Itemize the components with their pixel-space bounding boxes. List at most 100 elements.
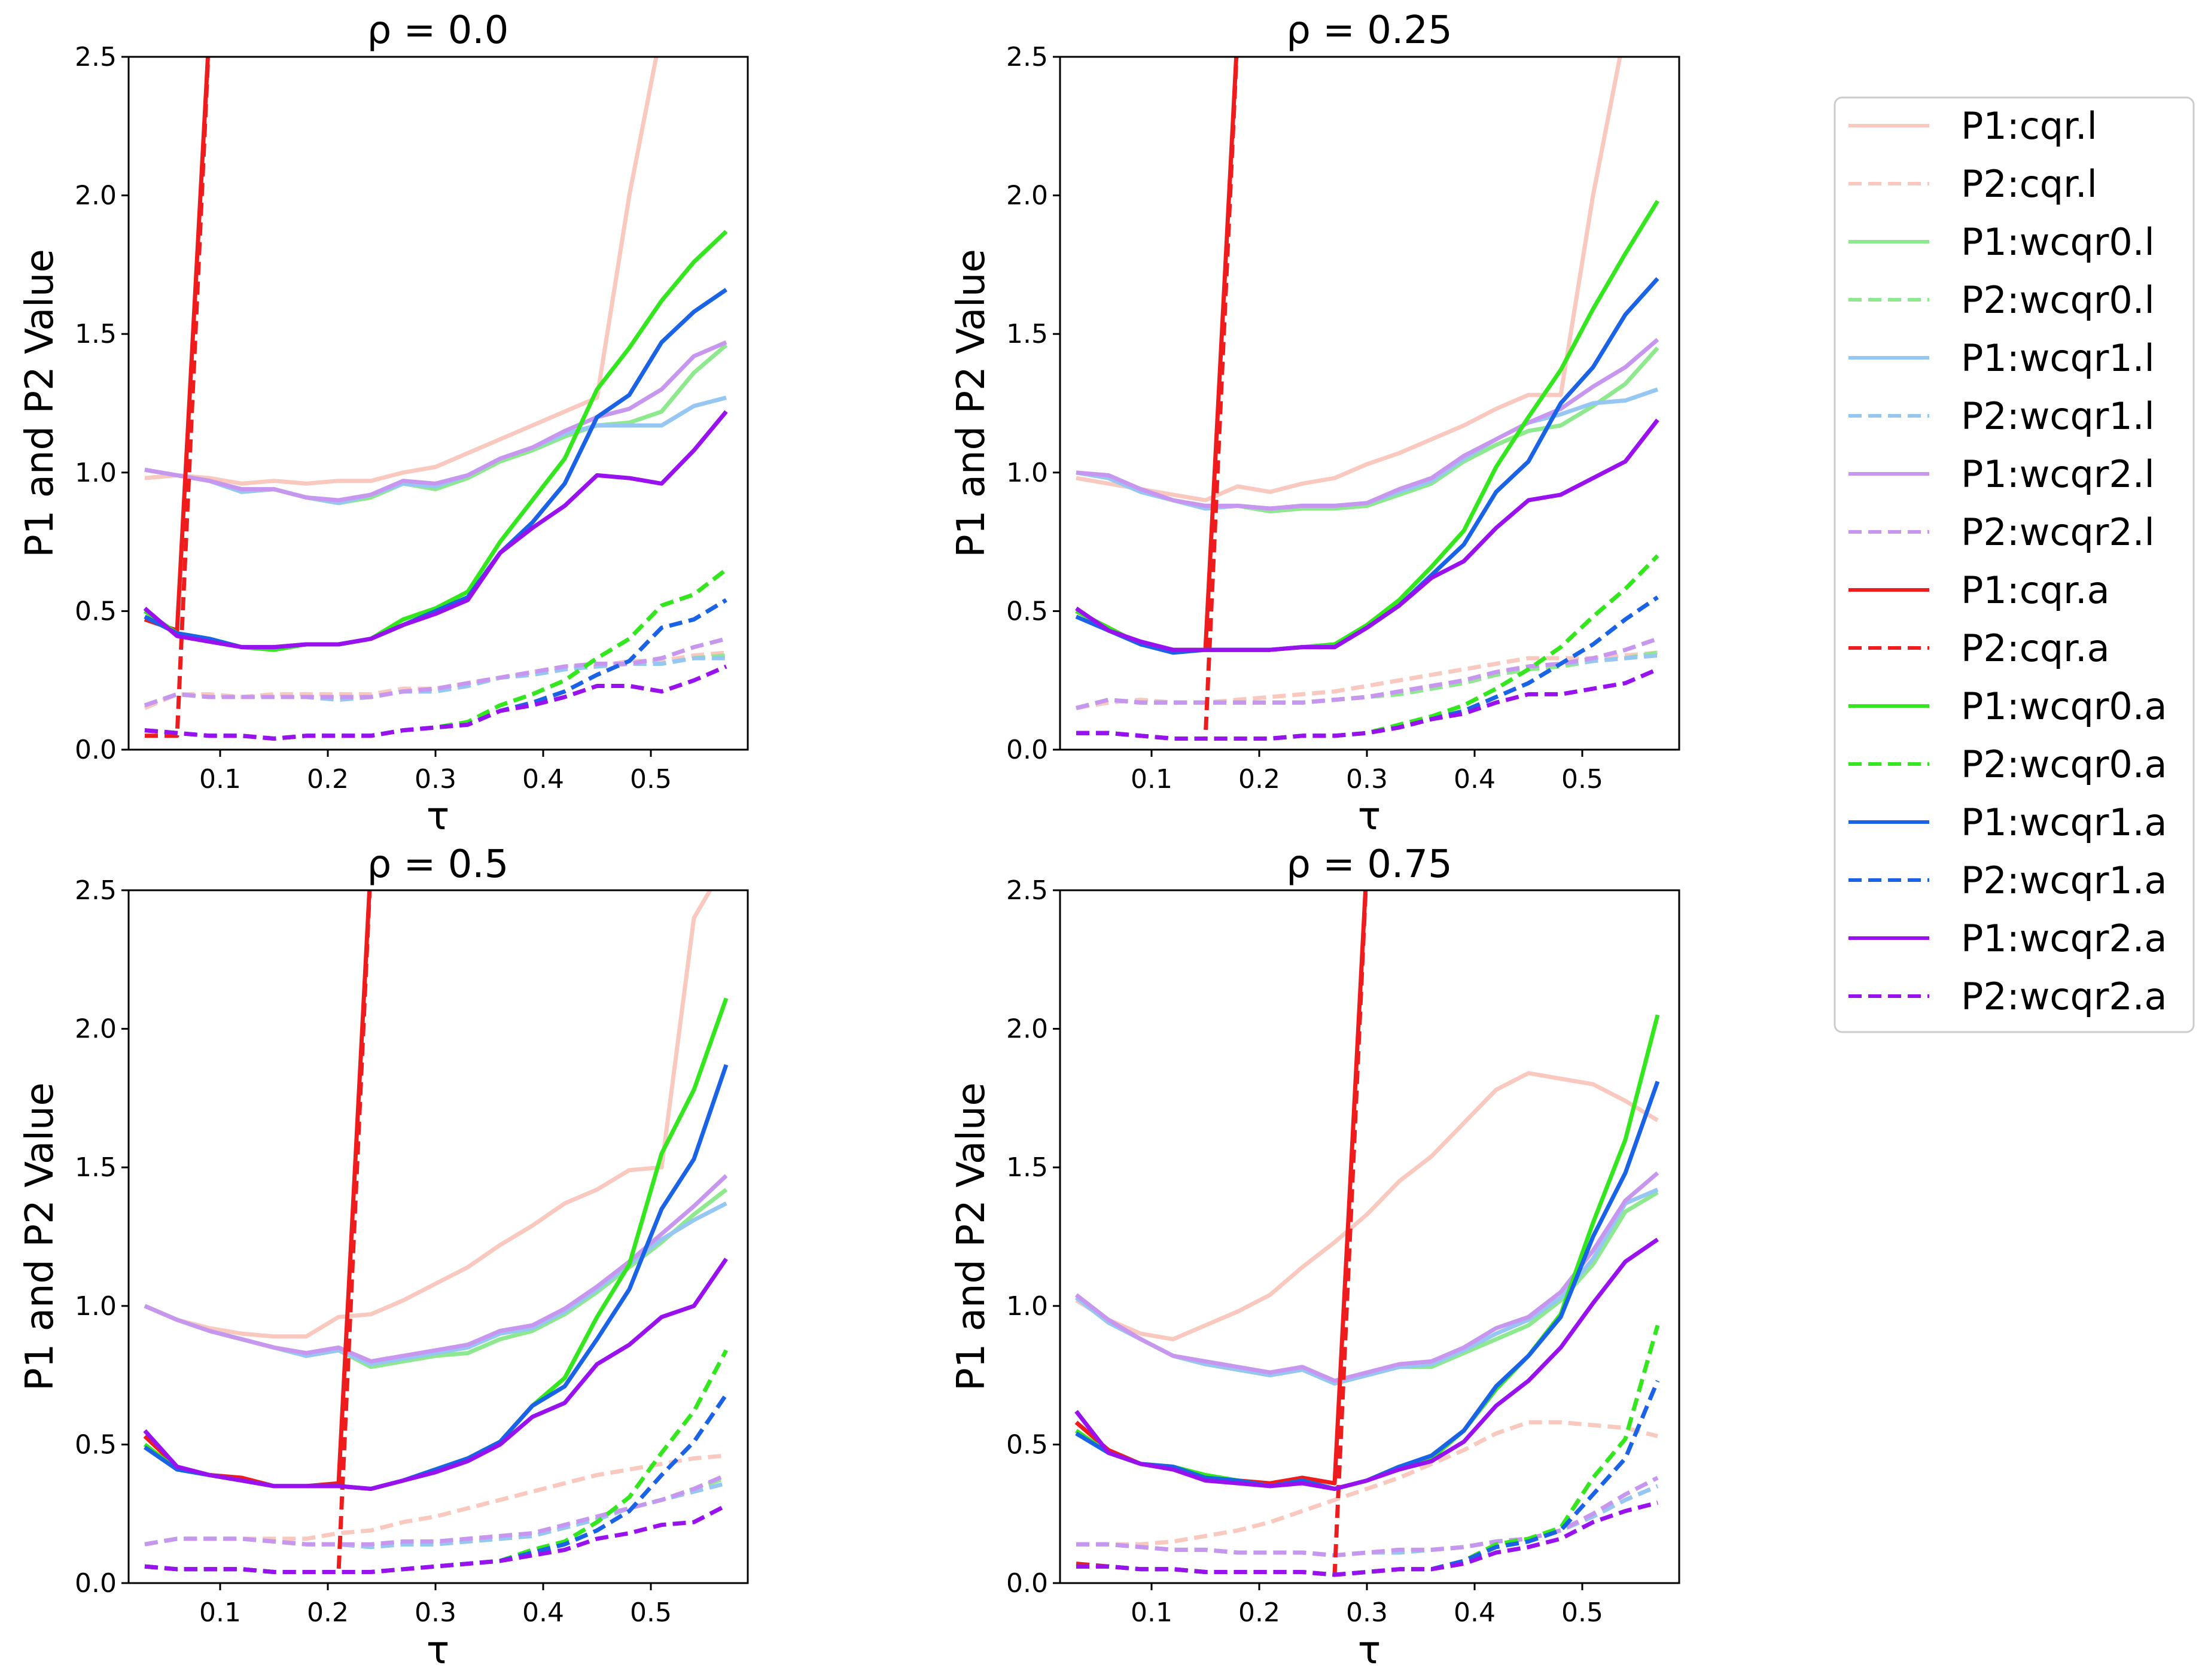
x-tick-label: 0.1 <box>1131 1597 1172 1628</box>
series-line-P1-wcqr0-a <box>143 997 729 1491</box>
x-axis-label: τ <box>1358 795 1381 839</box>
series-layer <box>143 890 729 1574</box>
series-layer <box>1075 57 1659 741</box>
y-tick-label: 2.0 <box>75 181 117 211</box>
y-tick-label: 1.0 <box>75 1291 117 1322</box>
series-line-P2-wcqr2-a <box>144 664 727 741</box>
legend-item: P2:wcqr2.l <box>1848 510 2155 554</box>
y-tick-label: 2.0 <box>75 1014 117 1045</box>
panel-rho-0.5: ρ = 0.5 P1 and P2 Value τ 0.0 0.5 1.0 1.… <box>18 842 749 1673</box>
x-tick-label: 0.2 <box>1238 764 1280 795</box>
series-line-P1-wcqr2-l <box>1076 337 1659 511</box>
y-tick-label: 2.5 <box>75 42 117 72</box>
legend-item: P1:wcqr2.l <box>1848 452 2155 496</box>
x-axis-label: τ <box>427 795 450 839</box>
series-layer <box>1074 890 1660 1577</box>
series-line-P1-cqr-a <box>143 890 372 1489</box>
legend-label: P2:wcqr2.l <box>1961 510 2155 554</box>
x-tick-label: 0.5 <box>1561 1597 1603 1628</box>
x-tick-label: 0.4 <box>522 764 564 795</box>
series-line-P1-cqr-a <box>1074 890 1368 1486</box>
panel-title: ρ = 0.5 <box>367 842 509 887</box>
axis-ticks: 0.0 0.5 1.0 1.5 2.0 2.5 0.1 0.2 0.3 0.4 … <box>1006 875 1603 1628</box>
series-line-P2-cqr-a <box>144 890 372 1574</box>
x-tick-label: 0.3 <box>415 1597 456 1628</box>
legend-label: P1:wcqr1.a <box>1961 801 2167 844</box>
legend-label: P2:wcqr0.l <box>1961 278 2155 322</box>
legend-label: P2:cqr.a <box>1961 626 2110 670</box>
series-line-P2-cqr-l <box>1076 1420 1658 1547</box>
y-tick-label: 1.5 <box>75 319 117 349</box>
series-line-P1-wcqr2-a <box>1075 418 1659 652</box>
legend-item: P1:wcqr0.l <box>1848 220 2155 264</box>
axis-ticks: 0.0 0.5 1.0 1.5 2.0 2.5 0.1 0.2 0.3 0.4 … <box>1006 42 1603 795</box>
legend-label: P1:wcqr0.a <box>1961 684 2167 728</box>
series-line-P2-wcqr1-a <box>1076 1380 1660 1577</box>
x-axis-label: τ <box>427 1629 450 1673</box>
legend-item: P2:wcqr1.a <box>1848 859 2167 902</box>
y-tick-label: 0.5 <box>75 1429 117 1460</box>
series-line-P2-wcqr0-a <box>1076 554 1659 741</box>
series-line-P1-cqr-l <box>144 890 713 1339</box>
series-line-P1-wcqr2-l <box>144 340 727 503</box>
plot-frame <box>1059 889 1680 1584</box>
panel-rho-0.0: ρ = 0.0 P1 and P2 Value τ 0.0 0.5 1.0 1.… <box>18 8 749 839</box>
panel-rho-0.25: ρ = 0.25 P1 and P2 Value τ 0.0 0.5 1.0 1… <box>949 8 1680 839</box>
legend-item: P1:wcqr1.a <box>1848 801 2167 844</box>
legend-label: P1:wcqr1.l <box>1961 336 2155 380</box>
x-tick-label: 0.4 <box>1454 1597 1496 1628</box>
x-tick-label: 0.5 <box>630 1597 672 1628</box>
x-tick-label: 0.1 <box>199 764 241 795</box>
y-tick-label: 0.0 <box>75 735 117 765</box>
y-tick-label: 0.5 <box>1006 596 1048 626</box>
series-line-P1-wcqr2-l <box>1074 1171 1659 1383</box>
y-tick-label: 1.0 <box>1006 458 1048 488</box>
y-tick-label: 0.0 <box>75 1568 117 1599</box>
legend-item: P2:wcqr2.a <box>1848 975 2167 1018</box>
series-line-P1-wcqr0-a <box>1075 200 1659 652</box>
series-line-P1-wcqr0-l <box>1076 346 1659 514</box>
y-tick-label: 0.0 <box>1006 735 1048 765</box>
series-line-P1-wcqr1-l <box>144 395 727 506</box>
series-line-P1-wcqr0-l <box>144 1188 728 1369</box>
legend-label: P1:cqr.l <box>1961 104 2097 148</box>
legend-label: P1:wcqr2.a <box>1961 917 2167 960</box>
series-line-P2-wcqr1-a <box>144 598 727 741</box>
series-line-P2-wcqr0-a <box>1076 1325 1660 1577</box>
y-tick-label: 1.5 <box>1006 1152 1048 1183</box>
y-tick-label: 0.0 <box>1006 1568 1048 1599</box>
y-axis-label: P1 and P2 Value <box>949 1082 994 1391</box>
panel-title: ρ = 0.75 <box>1286 842 1452 887</box>
panel-title: ρ = 0.25 <box>1286 8 1452 53</box>
legend-label: P2:wcqr0.a <box>1961 742 2167 786</box>
y-tick-label: 0.5 <box>75 596 117 626</box>
x-axis-label: τ <box>1358 1629 1381 1673</box>
series-line-P2-wcqr1-a <box>1076 595 1659 741</box>
series-line-P1-wcqr2-a <box>143 1258 728 1491</box>
legend-item: P1:wcqr0.a <box>1848 684 2167 728</box>
legend-item: P2:wcqr0.l <box>1848 278 2155 322</box>
series-line-P1-cqr-a <box>144 57 211 633</box>
legend-label: P2:wcqr1.l <box>1961 394 2155 438</box>
series-line-P1-cqr-l <box>1076 57 1622 503</box>
x-tick-label: 0.5 <box>1561 764 1603 795</box>
legend-label: P2:cqr.l <box>1961 162 2097 206</box>
plot-frame <box>1059 56 1680 751</box>
legend-item: P1:wcqr1.l <box>1848 336 2155 380</box>
y-tick-label: 0.5 <box>1006 1429 1048 1460</box>
panel-title: ρ = 0.0 <box>367 8 509 53</box>
plot-frame <box>127 889 749 1584</box>
legend-label: P1:wcqr0.l <box>1961 220 2155 264</box>
y-tick-label: 2.0 <box>1006 1014 1048 1045</box>
x-tick-label: 0.1 <box>1131 764 1172 795</box>
x-tick-label: 0.3 <box>1346 764 1388 795</box>
series-line-P2-wcqr1-a <box>144 1393 728 1574</box>
series-line-P2-wcqr2-l <box>144 637 727 708</box>
legend-item: P2:wcqr0.a <box>1848 742 2167 786</box>
legend-item: P2:wcqr1.l <box>1848 394 2155 438</box>
x-tick-label: 0.4 <box>522 1597 564 1628</box>
x-tick-label: 0.4 <box>1454 764 1496 795</box>
series-line-P1-wcqr2-a <box>143 410 728 650</box>
x-tick-label: 0.2 <box>1238 1597 1280 1628</box>
